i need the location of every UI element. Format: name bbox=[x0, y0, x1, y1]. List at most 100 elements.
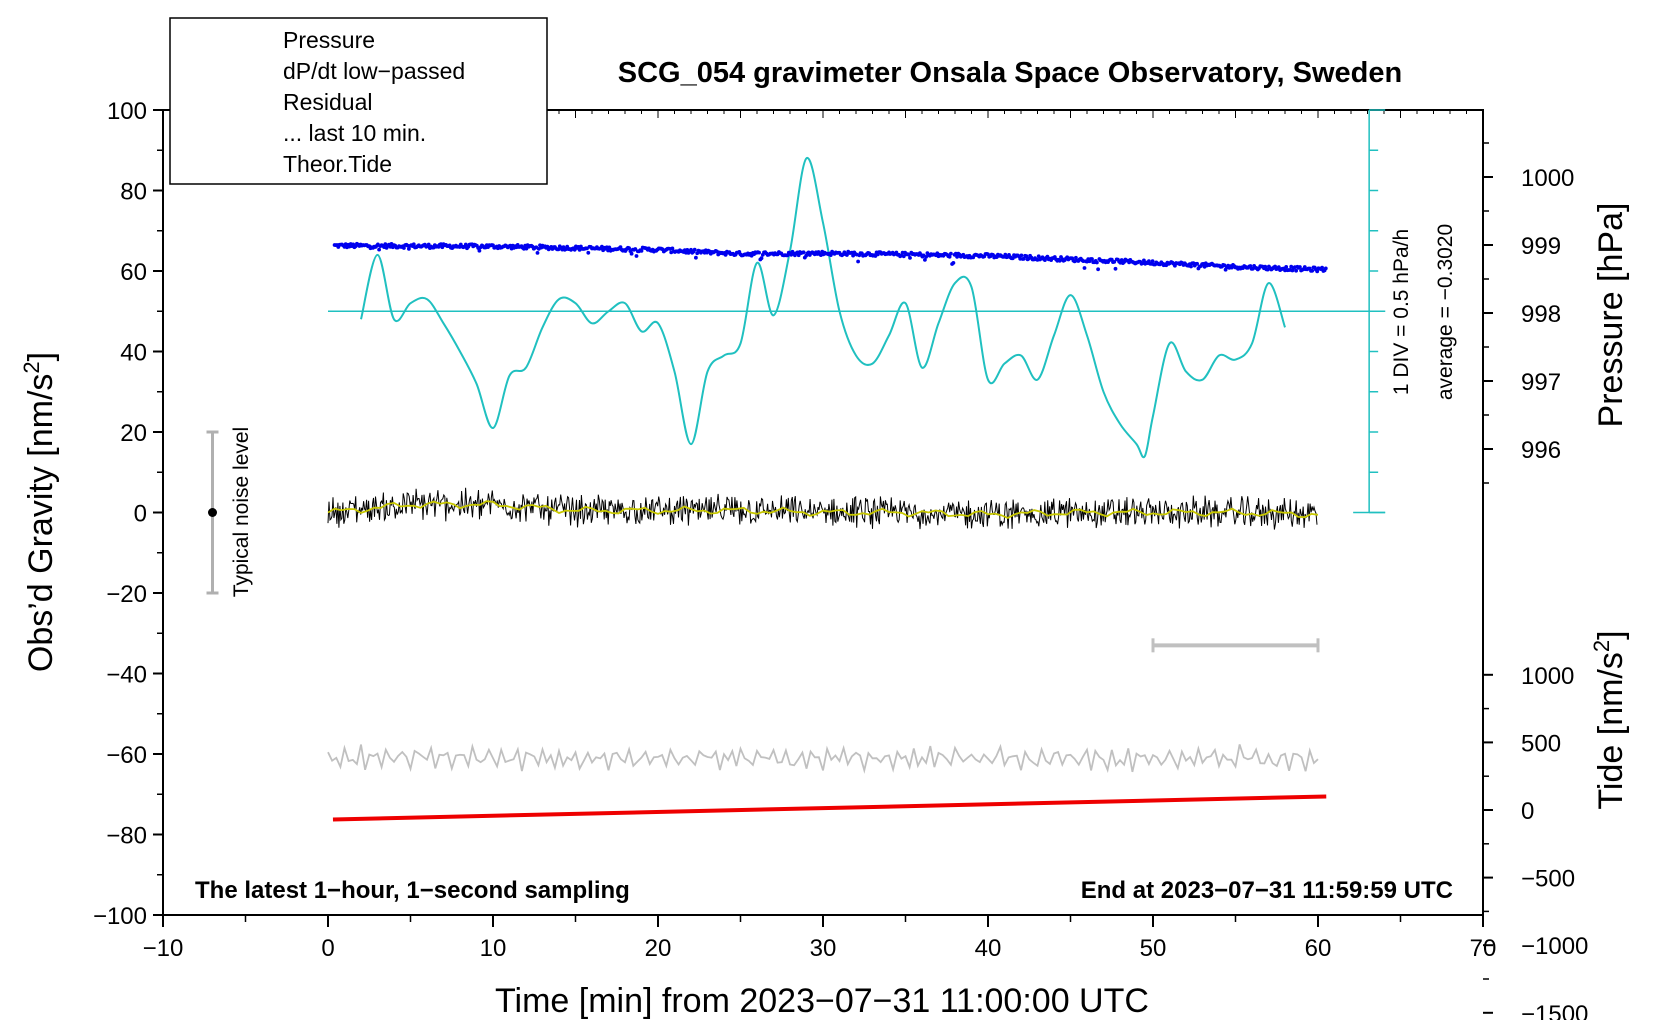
pressure-point bbox=[1096, 267, 1100, 272]
pressure-point bbox=[1310, 268, 1315, 273]
pressure-point bbox=[947, 254, 952, 259]
y-axis-title-tide-sup: 2 bbox=[1589, 640, 1614, 652]
chart-title: SCG_054 gravimeter Onsala Space Observat… bbox=[618, 57, 1402, 89]
pressure-point bbox=[1024, 254, 1029, 259]
pressure-point bbox=[723, 253, 728, 257]
noise-level-bar bbox=[206, 430, 219, 595]
y-axis-title-left: Obs’d Gravity [nm/s2] bbox=[19, 352, 60, 672]
y-tick-label: −100 bbox=[93, 903, 147, 930]
noise-label: Typical noise level bbox=[230, 427, 253, 597]
pressure-point bbox=[923, 258, 927, 262]
pressure-point bbox=[949, 251, 953, 256]
pressure-tick-label: 998 bbox=[1521, 301, 1561, 328]
tide-tick-label: 1000 bbox=[1521, 663, 1574, 690]
bottom-right-annotation: End at 2023−07−31 11:59:59 UTC bbox=[1081, 877, 1453, 904]
y-tick-label: 100 bbox=[107, 98, 147, 125]
pressure-point bbox=[633, 247, 638, 251]
legend-label-pressure: Pressure bbox=[283, 27, 375, 53]
x-tick-label: 50 bbox=[1140, 935, 1167, 962]
tide-tick-label: 500 bbox=[1521, 730, 1561, 757]
y-tick-label: 20 bbox=[120, 420, 147, 447]
tide-line bbox=[332, 794, 1327, 822]
pressure-point bbox=[692, 247, 697, 252]
pressure-point bbox=[607, 245, 612, 250]
pressure-point bbox=[801, 250, 806, 255]
y-tick-label: −80 bbox=[106, 823, 147, 850]
pressure-point bbox=[1150, 259, 1155, 263]
pressure-point bbox=[1095, 260, 1099, 265]
pressure-point bbox=[951, 261, 956, 265]
x-tick-label: 20 bbox=[645, 935, 672, 962]
pressure-point bbox=[1112, 260, 1117, 264]
average-label: average = −0.3020 bbox=[1434, 224, 1457, 400]
pressure-point bbox=[856, 259, 860, 264]
pressure-point bbox=[1189, 264, 1193, 269]
pressure-point bbox=[1019, 253, 1024, 258]
y-tick-label: 40 bbox=[120, 340, 147, 367]
y-tick-label: −20 bbox=[106, 581, 147, 608]
pressure-point bbox=[377, 247, 381, 252]
pressure-point bbox=[634, 254, 639, 258]
pressure-point bbox=[1323, 266, 1328, 271]
tide-tick-label: 0 bbox=[1521, 798, 1534, 825]
x-tick-label: 40 bbox=[975, 935, 1002, 962]
pressure-point bbox=[629, 251, 634, 256]
legend-label-dpdt: dP/dt low−passed bbox=[283, 58, 465, 84]
tide-tick-label: −1000 bbox=[1521, 933, 1588, 960]
x-tick-label: 70 bbox=[1470, 935, 1497, 962]
pressure-point bbox=[411, 242, 416, 247]
pressure-point bbox=[1113, 266, 1118, 271]
pressure-point bbox=[402, 246, 406, 250]
pressure-point bbox=[1294, 268, 1298, 273]
pressure-point bbox=[477, 248, 482, 253]
tide-tick-label: −500 bbox=[1521, 866, 1575, 893]
pressure-tick-label: 1000 bbox=[1521, 165, 1574, 192]
pressure-point bbox=[463, 242, 468, 247]
pressure-point bbox=[407, 247, 411, 251]
pressure-point bbox=[1248, 264, 1253, 268]
pressure-tick-label: 999 bbox=[1521, 233, 1561, 260]
y-tick-label: 60 bbox=[120, 259, 147, 286]
series-group bbox=[327, 157, 1386, 822]
tide-tick-label: −1500 bbox=[1521, 1001, 1588, 1020]
y-axis-title-left-sup: 2 bbox=[19, 361, 44, 373]
pressure-point bbox=[627, 246, 631, 251]
pressure-point bbox=[1022, 256, 1026, 261]
pressure-series bbox=[332, 241, 1328, 274]
x-axis-title: Time [min] from 2023−07−31 11:00:00 UTC bbox=[495, 982, 1149, 1020]
div-label: 1 DIV = 0.5 hPa/h bbox=[1390, 229, 1413, 395]
x-tick-label: 30 bbox=[810, 935, 837, 962]
last10-line bbox=[327, 743, 1319, 774]
x-tick-label: 10 bbox=[480, 935, 507, 962]
legend-box bbox=[169, 17, 548, 185]
pressure-point bbox=[955, 255, 959, 259]
y-tick-label: −40 bbox=[106, 662, 147, 689]
y-axis-title-tide-main: Tide [nm/s bbox=[1592, 652, 1630, 809]
pressure-point bbox=[1320, 265, 1324, 270]
pressure-point bbox=[1284, 265, 1289, 269]
y-axis-title-pressure: Pressure [hPa] bbox=[1592, 203, 1630, 428]
legend-label-last10: ... last 10 min. bbox=[283, 120, 426, 146]
residual-line bbox=[327, 487, 1318, 530]
pressure-point bbox=[1195, 261, 1199, 266]
pressure-tick-label: 996 bbox=[1521, 437, 1561, 464]
tide-axis-ticks: −1500 −1000 −500 0 500 1000 bbox=[1483, 663, 1588, 1020]
pressure-point bbox=[1142, 258, 1146, 263]
x-tick-label: 0 bbox=[321, 935, 334, 962]
pressure-point bbox=[908, 256, 912, 260]
pressure-point bbox=[586, 250, 591, 255]
pressure-point bbox=[670, 246, 675, 251]
dpdt-line bbox=[360, 157, 1286, 459]
y-axis-title-tide-close: ] bbox=[1592, 630, 1630, 639]
pressure-point bbox=[639, 249, 644, 253]
pressure-point bbox=[759, 256, 764, 261]
pressure-point bbox=[1298, 265, 1302, 269]
pressure-tick-label: 997 bbox=[1521, 369, 1561, 396]
pressure-point bbox=[694, 255, 698, 260]
noise-center-dot bbox=[208, 508, 217, 517]
bottom-left-annotation: The latest 1−hour, 1−second sampling bbox=[195, 877, 630, 904]
pressure-axis-ticks: 996 997 998 999 1000 bbox=[1483, 142, 1574, 484]
pressure-point bbox=[757, 250, 761, 255]
legend-label-tide: Theor.Tide bbox=[283, 151, 392, 177]
x-tick-label: −10 bbox=[143, 935, 184, 962]
